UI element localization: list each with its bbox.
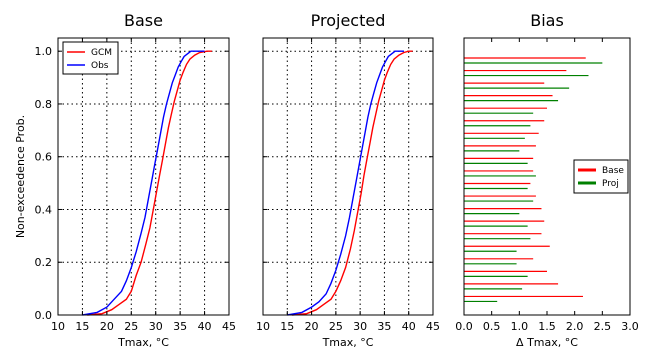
x-tick-label: 20 [305,320,319,333]
chart-title: Bias [530,11,564,30]
x-tick-label: 2.0 [566,320,584,333]
x-tick-label: 10 [51,320,65,333]
x-tick-label: 1.0 [511,320,529,333]
axes-frame [463,37,631,316]
series-line-gcm [87,50,212,316]
legend-label-proj: Proj [602,179,619,189]
x-tick-label: 45 [426,320,440,333]
series-line-gcm [292,50,413,316]
x-tick-label: 45 [222,320,236,333]
legend-label-gcm: GCM [91,48,112,58]
legend-box [62,41,119,75]
x-tick-label: 10 [256,320,270,333]
legend-label-base: Base [602,166,624,176]
y-tick-label: 0.8 [35,98,53,111]
y-tick-label: 0.6 [35,151,53,164]
series-line-obs [287,50,404,316]
x-tick-label: 0.0 [455,320,473,333]
x-tick-label: 30 [353,320,367,333]
y-tick-label: 0.4 [35,203,53,216]
legend-label-obs: Obs [91,61,109,71]
x-tick-label: 1.5 [538,320,556,333]
x-tick-label: 40 [402,320,416,333]
x-axis-label: Δ Tmax, °C [516,336,578,349]
chart-panel-2 [262,37,434,316]
y-tick-label: 0.0 [35,309,53,322]
chart-title: Base [124,11,163,30]
chart-panel-3 [463,37,631,316]
x-tick-label: 25 [124,320,138,333]
x-tick-label: 0.5 [483,320,501,333]
x-tick-label: 3.0 [621,320,639,333]
y-tick-label: 0.2 [35,256,53,269]
x-tick-label: 15 [280,320,294,333]
axes-frame [57,37,230,316]
x-tick-label: 35 [173,320,187,333]
legend-box [573,159,629,194]
x-tick-label: 40 [198,320,212,333]
x-tick-label: 2.5 [594,320,612,333]
x-tick-label: 35 [377,320,391,333]
series-line-obs [82,50,205,316]
chart-title: Projected [311,11,386,30]
chart-panel-1 [57,37,230,316]
x-tick-label: 15 [75,320,89,333]
x-tick-label: 25 [329,320,343,333]
x-tick-label: 20 [100,320,114,333]
x-tick-label: 30 [149,320,163,333]
y-tick-label: 1.0 [35,45,53,58]
y-axis-label: Non-exceedence Prob. [14,115,27,238]
axes-frame [262,37,434,316]
x-axis-label: Tmax, °C [117,336,169,349]
x-axis-label: Tmax, °C [322,336,374,349]
